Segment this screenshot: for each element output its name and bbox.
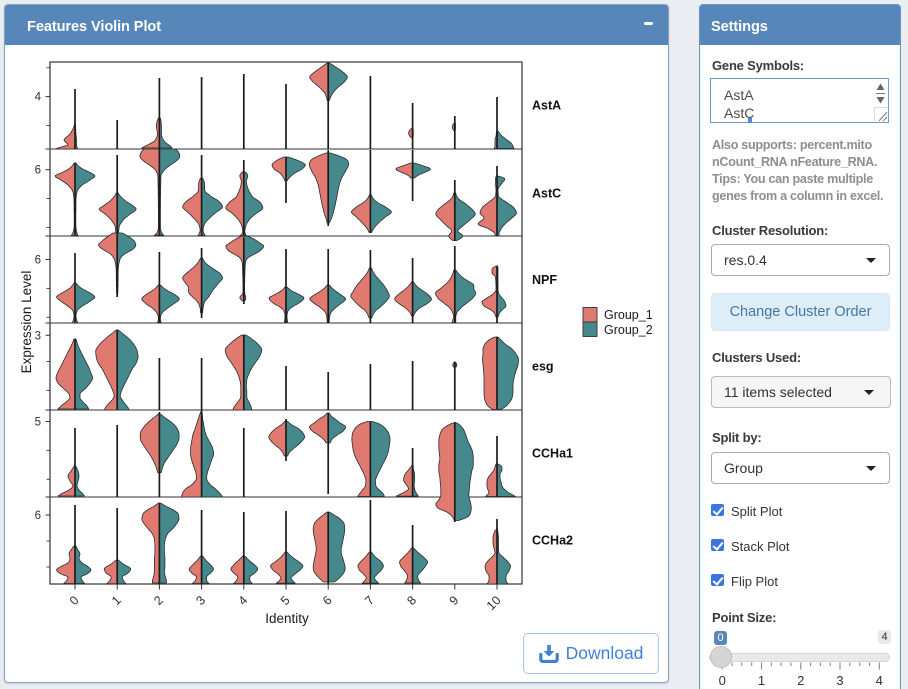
svg-text:Group_2: Group_2 [604,323,653,337]
svg-text:6: 6 [320,593,335,608]
svg-text:esg: esg [532,359,554,373]
svg-text:Expression Level: Expression Level [19,271,34,374]
svg-text:9: 9 [447,593,462,608]
svg-text:NPF: NPF [532,273,557,287]
svg-text:7: 7 [362,593,377,608]
svg-text:10: 10 [484,593,504,613]
svg-text:6: 6 [35,165,41,177]
svg-text:Identity: Identity [265,611,309,626]
svg-text:6: 6 [35,510,41,522]
svg-text:3: 3 [193,593,208,608]
svg-text:5: 5 [35,417,41,429]
svg-text:6: 6 [35,255,41,267]
svg-text:3: 3 [35,330,41,342]
svg-text:8: 8 [404,593,419,608]
svg-text:2: 2 [151,593,166,608]
svg-text:5: 5 [278,593,293,608]
svg-text:CCHa2: CCHa2 [532,533,573,547]
svg-text:AstA: AstA [532,98,561,112]
svg-text:1: 1 [109,593,124,608]
svg-text:Group_1: Group_1 [604,308,653,322]
svg-text:4: 4 [236,593,251,608]
svg-text:4: 4 [35,92,42,104]
svg-text:0: 0 [67,593,82,608]
svg-text:CCHa1: CCHa1 [532,446,573,460]
svg-text:AstC: AstC [532,186,561,200]
